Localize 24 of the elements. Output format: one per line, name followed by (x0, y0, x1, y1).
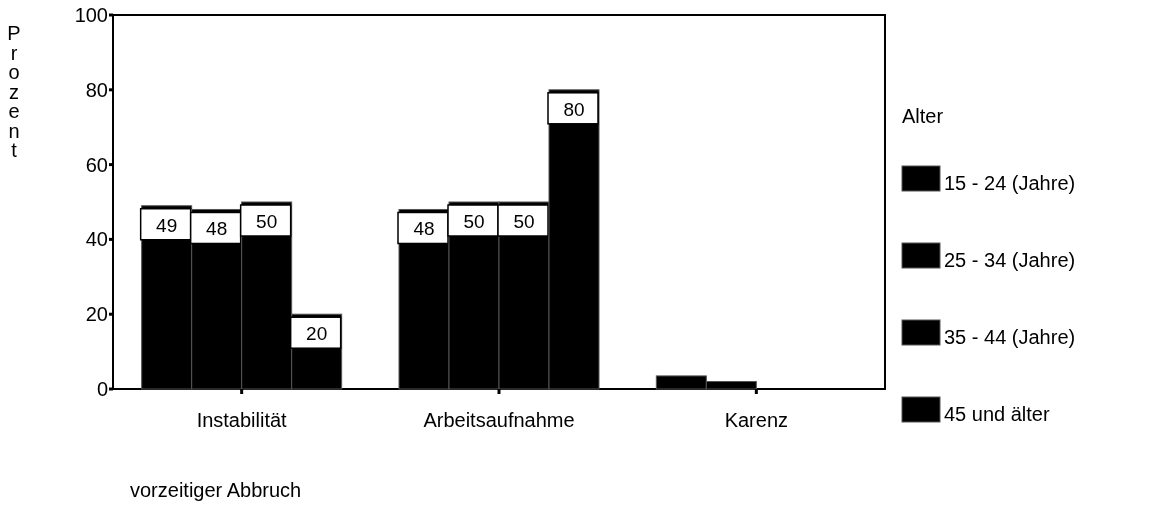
legend-title: Alter (902, 105, 944, 127)
y-tick-label: 100 (74, 4, 108, 26)
legend-label: 45 und älter (944, 403, 1050, 425)
y-tick-label: 20 (85, 303, 108, 326)
x-axis-title: vorzeitiger Abbruch (130, 479, 302, 501)
data-label: 49 (156, 214, 178, 236)
data-label: 48 (413, 218, 435, 240)
y-tick-label: 60 (85, 153, 108, 176)
y-tick-label: 0 (96, 378, 108, 400)
data-label: 50 (513, 211, 535, 232)
y-axis-title: Prozent (7, 22, 21, 161)
data-label: 50 (463, 211, 485, 232)
legend-label: 25 - 34 (Jahre) (944, 249, 1076, 271)
data-label: 50 (256, 211, 278, 232)
x-tick-label: Arbeitsaufnahme (423, 409, 575, 431)
x-tick-label: Instabilität (196, 409, 288, 431)
data-label: 20 (306, 323, 328, 345)
x-tick-label: Karenz (724, 409, 789, 431)
y-tick-label: 40 (85, 228, 108, 251)
data-label: 48 (206, 218, 228, 240)
legend-label: 15 - 24 (Jahre) (944, 172, 1076, 194)
y-tick-label: 80 (85, 78, 108, 101)
legend-label: 35 - 44 (Jahre) (944, 326, 1076, 348)
data-label: 80 (563, 98, 585, 120)
